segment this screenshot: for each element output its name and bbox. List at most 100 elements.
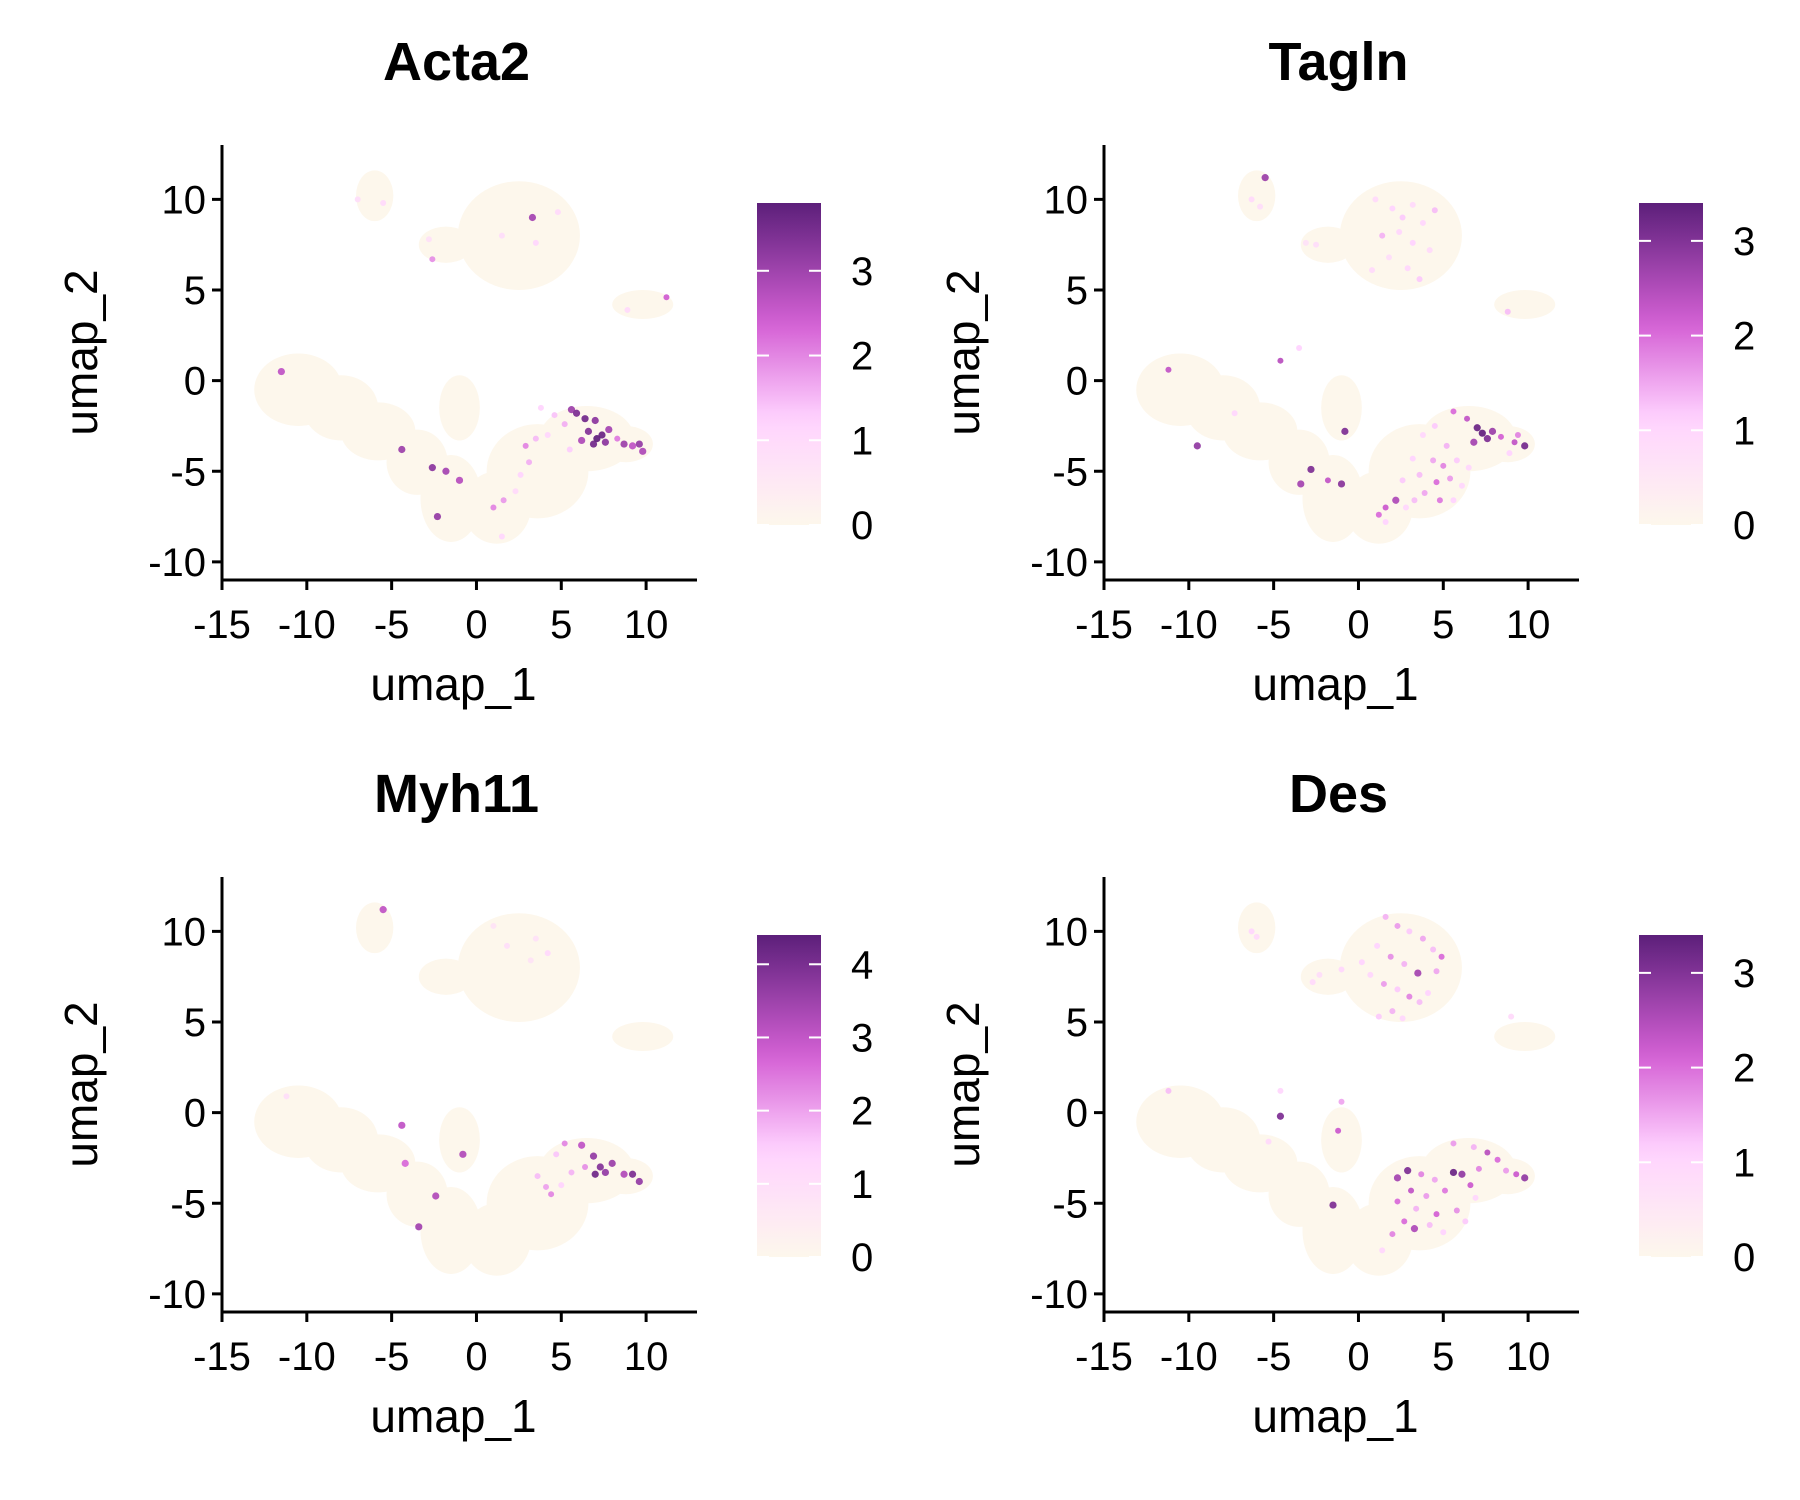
data-point xyxy=(1389,1008,1396,1015)
data-point xyxy=(1488,427,1497,435)
data-point xyxy=(1401,1218,1408,1225)
data-point xyxy=(1379,232,1386,239)
data-point xyxy=(380,200,387,206)
data-point xyxy=(1447,475,1454,482)
panel-title: Myh11 xyxy=(374,764,539,824)
y-tick-label: 10 xyxy=(162,910,207,954)
background-cell-cloud xyxy=(1339,913,1462,1022)
data-point xyxy=(1497,433,1504,440)
data-point xyxy=(455,476,464,484)
x-tick-label: -5 xyxy=(374,1335,410,1379)
data-point xyxy=(601,438,609,446)
legend-tick-label: 3 xyxy=(851,250,873,294)
x-tick-label: -10 xyxy=(278,1335,336,1379)
y-tick-label: -5 xyxy=(170,450,206,494)
legend-colorbar xyxy=(757,935,821,1257)
background-cell-cloud xyxy=(1321,1107,1362,1173)
y-tick-label: -5 xyxy=(170,1182,206,1226)
data-point xyxy=(548,1191,555,1198)
data-point xyxy=(628,1170,637,1178)
data-point xyxy=(1430,457,1437,464)
data-point xyxy=(379,906,387,914)
data-point xyxy=(1458,1170,1466,1178)
data-point xyxy=(554,209,561,216)
x-tick-label: -5 xyxy=(374,603,410,647)
x-tick-label: -5 xyxy=(1256,1335,1292,1379)
background-cell-cloud xyxy=(457,181,580,290)
data-point xyxy=(1406,993,1413,1000)
data-point xyxy=(544,432,551,438)
x-axis-label: umap_1 xyxy=(1252,1390,1418,1442)
data-point xyxy=(591,1170,599,1178)
y-axis-label: umap_2 xyxy=(55,269,107,435)
data-point xyxy=(628,442,637,450)
legend-tick-label: 1 xyxy=(1733,409,1755,453)
data-point xyxy=(543,1183,550,1190)
legend-tick-label: 0 xyxy=(1733,504,1755,548)
data-point xyxy=(598,431,606,439)
x-tick-label: 0 xyxy=(1347,1335,1369,1379)
y-axis-label: umap_2 xyxy=(55,1001,107,1167)
data-point xyxy=(1464,415,1471,422)
background-cells xyxy=(254,902,674,1276)
data-point xyxy=(1409,455,1416,462)
data-point xyxy=(534,1173,541,1180)
data-point xyxy=(512,488,519,495)
data-point xyxy=(532,239,539,246)
data-point xyxy=(1382,504,1389,511)
x-tick-label: -10 xyxy=(1160,1335,1218,1379)
data-point xyxy=(1165,366,1172,373)
x-tick-label: 10 xyxy=(624,603,669,647)
background-cell-cloud xyxy=(1480,425,1535,463)
data-point xyxy=(354,196,361,203)
data-point xyxy=(1436,497,1443,504)
x-tick-label: 0 xyxy=(465,603,487,647)
data-point xyxy=(1423,1193,1430,1199)
y-tick-label: -5 xyxy=(1052,1182,1088,1226)
legend-tick-label: 0 xyxy=(851,504,873,548)
data-point xyxy=(527,957,534,964)
data-point xyxy=(1473,424,1481,432)
data-point xyxy=(1401,961,1408,967)
data-point xyxy=(1504,308,1511,315)
data-point xyxy=(1307,465,1315,474)
data-point xyxy=(1478,429,1486,437)
data-point xyxy=(601,1168,609,1177)
expression-points xyxy=(283,906,643,1231)
data-point xyxy=(1453,457,1460,464)
data-point xyxy=(1430,946,1437,953)
data-point xyxy=(1467,1182,1474,1189)
legend-colorbar xyxy=(1639,935,1703,1257)
data-point xyxy=(1521,442,1529,450)
y-tick-label: 5 xyxy=(184,269,206,313)
data-point xyxy=(1513,1171,1520,1178)
background-cell-cloud xyxy=(418,958,474,995)
data-point xyxy=(1465,464,1472,471)
data-point xyxy=(1419,432,1426,438)
y-tick-label: 5 xyxy=(1066,269,1088,313)
data-point xyxy=(1438,953,1445,960)
data-point xyxy=(1462,1218,1469,1225)
data-point xyxy=(1409,239,1416,246)
data-point xyxy=(1389,1231,1396,1238)
data-point xyxy=(1265,1138,1272,1145)
data-point xyxy=(1394,922,1401,929)
data-point xyxy=(620,440,628,448)
x-tick-label: 10 xyxy=(1506,1335,1551,1379)
data-point xyxy=(1329,1201,1337,1209)
background-cell-cloud xyxy=(1238,170,1276,222)
data-point xyxy=(1257,203,1264,210)
y-tick-label: 10 xyxy=(1044,178,1089,222)
data-point xyxy=(1193,442,1201,450)
x-tick-label: 5 xyxy=(550,1335,572,1379)
legend-colorbar xyxy=(1639,203,1703,525)
data-point xyxy=(1302,239,1309,246)
data-point xyxy=(1416,276,1423,283)
data-point xyxy=(582,1164,589,1170)
data-point xyxy=(1367,971,1374,978)
expression-points xyxy=(1165,174,1529,525)
data-point xyxy=(1399,1015,1406,1022)
y-tick-label: 5 xyxy=(184,1001,206,1045)
data-point xyxy=(1419,935,1426,942)
panel-des: Des -15 -10 -5 0 5 10 -10 -5 0 5 10 umap_1 umap_2 0 1 2 3 xyxy=(937,764,1755,1442)
